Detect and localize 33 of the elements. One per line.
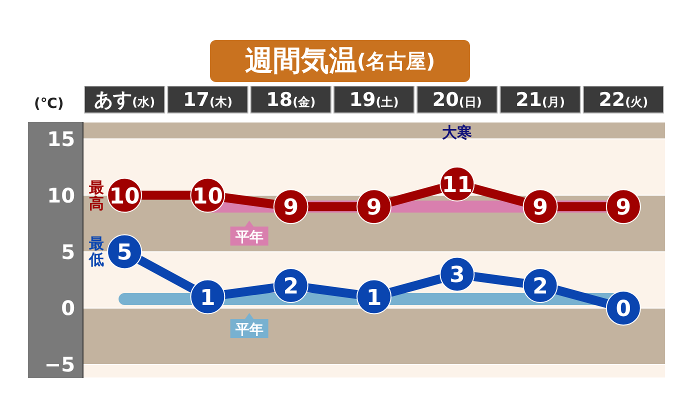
y-tick-label: 15 <box>47 127 75 152</box>
y-tick-label: −5 <box>44 352 75 377</box>
x-tick-label: あす(水) <box>94 89 156 111</box>
x-tick-label: 19(土) <box>349 89 399 111</box>
data-label: 10 <box>109 184 140 210</box>
y-tick-label: 0 <box>61 296 75 320</box>
legend-label: 平年 <box>234 322 264 338</box>
y-axis-title: (℃) <box>34 96 64 112</box>
data-label: 0 <box>616 297 632 322</box>
series-label: 最高 <box>88 178 104 212</box>
data-label: 11 <box>442 173 472 198</box>
x-tick-label: 20(日) <box>432 89 482 111</box>
chart-title: 週間気温(名古屋) <box>244 43 436 79</box>
data-label: 9 <box>366 196 382 221</box>
data-label: 2 <box>283 274 299 300</box>
x-tick-label: 17(木) <box>183 89 232 111</box>
data-label: 10 <box>192 184 224 210</box>
data-label: 9 <box>532 196 548 221</box>
data-label: 5 <box>116 240 132 266</box>
legend-label: 平年 <box>234 230 264 246</box>
data-label: 9 <box>283 196 299 221</box>
x-tick-label: 18(金) <box>266 89 316 111</box>
data-label: 9 <box>616 196 632 221</box>
x-tick-label: 22(火) <box>598 89 648 111</box>
x-tick-label: 21(月) <box>516 89 565 111</box>
data-label: 2 <box>532 274 548 300</box>
data-label: 1 <box>366 286 382 311</box>
series-label: 最低 <box>88 234 104 269</box>
annotation: 大寒 <box>442 123 472 142</box>
data-label: 3 <box>449 263 465 288</box>
y-tick-label: 10 <box>47 183 75 208</box>
y-tick-label: 5 <box>61 240 75 264</box>
data-label: 1 <box>200 286 216 311</box>
